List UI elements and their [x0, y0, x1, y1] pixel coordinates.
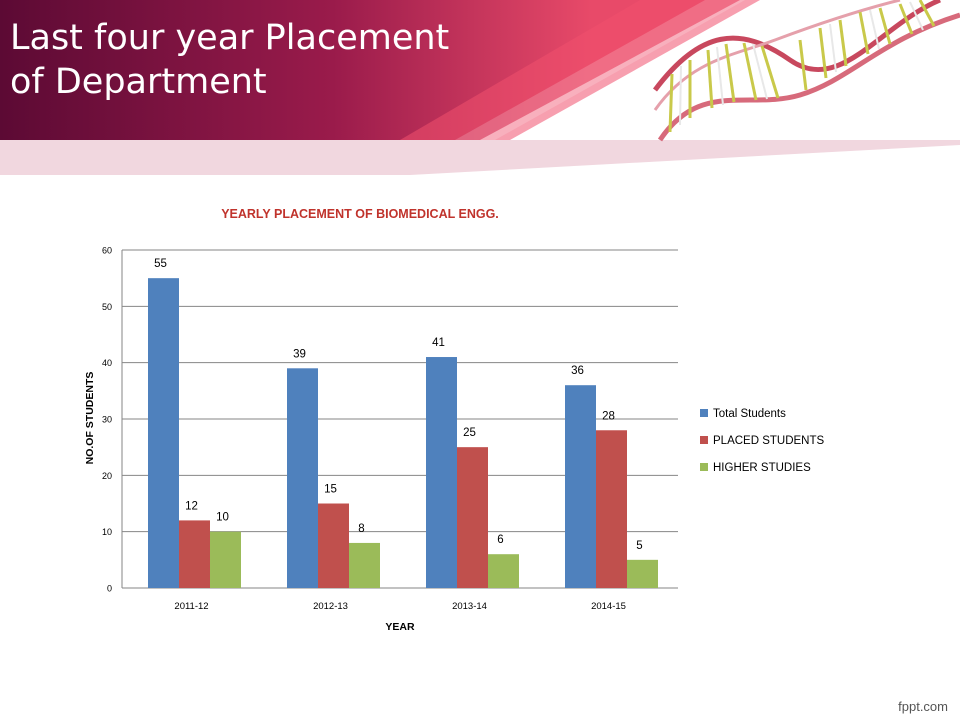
legend-swatch: [700, 409, 708, 417]
bar: [349, 542, 380, 588]
data-label: 55: [154, 258, 167, 270]
data-label: 41: [432, 337, 445, 349]
data-label: 12: [185, 500, 198, 512]
banner-dark-band: [0, 0, 740, 140]
x-tick-label: 2012-13: [313, 601, 348, 612]
bar: [565, 385, 596, 588]
slide-title-line-1: Last four year Placement: [10, 18, 450, 58]
bar: [148, 278, 179, 588]
legend: Total Students PLACED STUDENTS HIGHER STUD…: [700, 408, 825, 474]
bars: [148, 278, 658, 588]
data-labels: 55 12 10 39 15 8 41 25 6 36 28 5: [154, 258, 643, 552]
header-banner: [0, 0, 960, 175]
legend-label: Total Students: [713, 408, 786, 420]
bar: [318, 503, 349, 588]
bar: [627, 559, 658, 588]
bar: [179, 520, 210, 588]
bar: [596, 430, 627, 588]
data-label: 5: [636, 540, 642, 552]
x-tick-label: 2013-14: [452, 601, 487, 612]
y-tick-label: 50: [102, 302, 112, 312]
chart-title: YEARLY PLACEMENT OF BIOMEDICAL ENGG.: [221, 207, 499, 221]
banner-accent-stripe: [400, 0, 760, 140]
data-label: 6: [497, 534, 503, 546]
data-label: 28: [602, 410, 615, 422]
data-label: 39: [293, 348, 306, 360]
y-axis-title: NO.OF STUDENTS: [84, 372, 96, 465]
data-label: 15: [324, 484, 337, 496]
legend-label: PLACED STUDENTS: [713, 435, 825, 447]
x-axis-ticks: 2011-12 2012-13 2013-14 2014-15: [174, 601, 626, 612]
dna-helix-image: [653, 0, 960, 142]
bar: [210, 531, 241, 588]
y-tick-label: 30: [102, 415, 112, 425]
y-axis-ticks: 0 10 20 30 40 50 60: [102, 246, 112, 594]
bar: [488, 554, 519, 588]
x-axis-title: YEAR: [385, 621, 415, 633]
data-label: 10: [216, 512, 229, 524]
slide-title: Last four year Placement of Department: [10, 16, 530, 104]
data-label: 8: [358, 523, 364, 535]
x-tick-label: 2014-15: [591, 601, 626, 612]
y-tick-label: 10: [102, 527, 112, 537]
y-tick-label: 40: [102, 358, 112, 368]
banner-light-band: [0, 140, 960, 175]
data-label: 36: [571, 365, 584, 377]
x-tick-label: 2011-12: [174, 601, 208, 612]
banner-accent-stripe-2: [455, 0, 745, 140]
legend-swatch: [700, 436, 708, 444]
y-tick-label: 60: [102, 246, 112, 256]
bar: [426, 357, 457, 588]
bar: [287, 368, 318, 588]
bar-chart: YEARLY PLACEMENT OF BIOMEDICAL ENGG. 0 10…: [84, 207, 825, 633]
y-tick-label: 20: [102, 471, 112, 481]
slide-title-line-2: of Department: [10, 62, 267, 102]
bar: [457, 447, 488, 588]
legend-swatch: [700, 463, 708, 471]
watermark: fppt.com: [898, 699, 948, 714]
data-label: 25: [463, 427, 476, 439]
y-tick-label: 0: [107, 584, 112, 594]
legend-label: HIGHER STUDIES: [713, 462, 811, 474]
